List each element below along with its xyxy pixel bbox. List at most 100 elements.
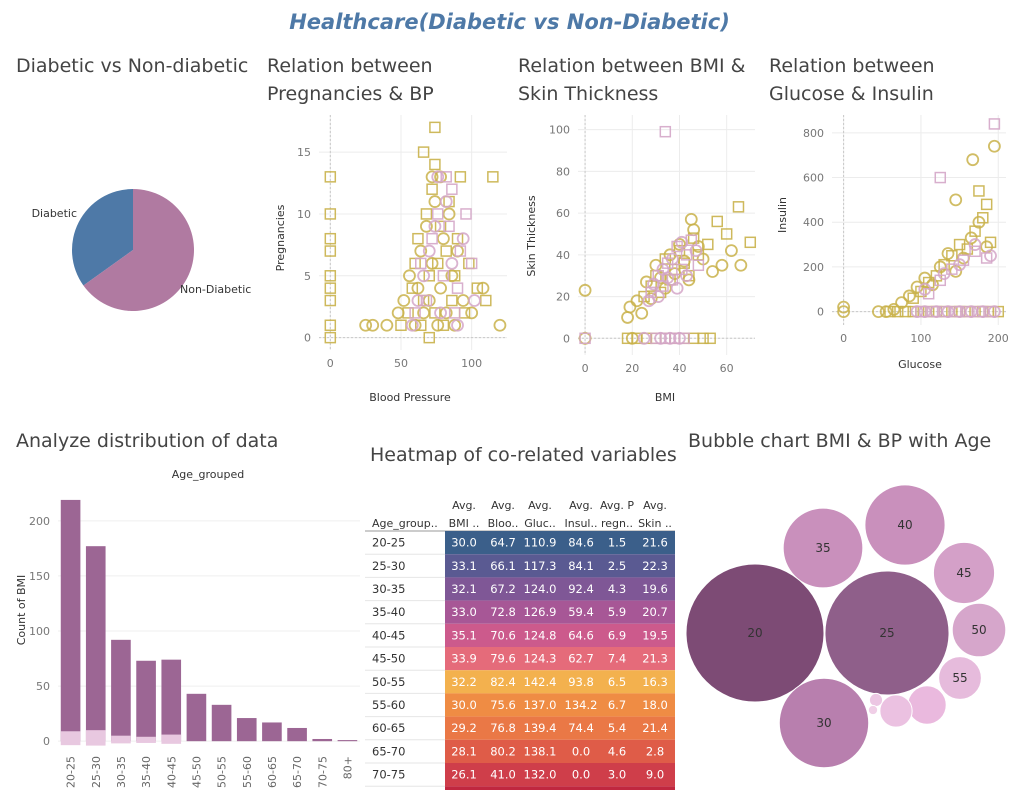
heatmap-cell: 72.8 [490,605,516,619]
scatter-point [403,269,416,283]
y-tick-label: 200 [803,261,824,274]
x-tick-label: 50-55 [216,756,229,788]
heatmap-cell: 9.0 [646,768,664,782]
scatter-point [984,249,997,263]
scatter-point [949,193,963,207]
x-tick-label: 30-35 [115,756,128,788]
heatmap-cell: 62.7 [568,652,594,666]
heatmap-row-header: Age_group.. [372,517,438,530]
scatter-point [415,319,427,332]
heatmap-row-band [445,647,675,671]
y-tick-label: 150 [29,570,50,583]
heatmap-cell: 1.5 [608,536,626,550]
bar-highlight [161,734,182,744]
pie-slice-diabetic [71,189,133,286]
heatmap-col-header: Bloo.. [488,517,519,530]
scatter-point [411,281,425,295]
y-tick-label: 800 [803,127,824,140]
bmi-skin-ylabel: Skin Thickness [525,195,538,277]
scatter-point [680,269,693,283]
scatter-point [425,257,439,270]
heatmap-body: 20-25 30.0 64.7 110.9 84.6 1.5 21.6 25-30 33.1 66… [365,530,675,790]
scatter-point [692,259,705,272]
x-tick-label: 40 [672,362,686,375]
heatmap-cell: 138.1 [524,744,557,758]
heatmap-cell: 132.0 [524,768,557,782]
x-tick-label: 35-40 [140,756,153,788]
glu-ins-title-line2: Glucose & Insulin [769,83,934,105]
scatter-point [663,331,677,345]
scatter-point [428,195,442,208]
scatter-point [454,245,467,257]
x-tick-label: 0 [327,357,334,370]
y-tick-label: 100 [549,124,570,137]
dashboard-title: Healthcare(Diabetic vs Non-Diabetic) [289,10,730,34]
heatmap-cell: 117.3 [524,559,557,573]
scatter-point [659,125,672,138]
heatmap-row-band [445,670,675,694]
heatmap-cell: 30.0 [451,536,477,550]
scatter-point [623,300,637,314]
heatmap-cell: 66.1 [490,559,516,573]
scatter-point [324,270,337,282]
scatter-point [968,238,982,251]
scatter-point [744,236,757,249]
scatter-point [463,257,475,270]
heatmap-cell: 64.7 [490,536,516,550]
y-tick-label: 0 [304,332,311,345]
heatmap-col-header: Skin .. [638,517,672,530]
scatter-point [426,183,438,195]
bar-highlight [85,730,106,746]
glu-ins-title-line1: Relation between [769,55,935,77]
scatter-point [412,232,424,245]
scatter-point [953,258,967,272]
scatter-point [468,294,481,307]
scatter-point [451,232,464,245]
heatmap-cell: 126.9 [524,605,557,619]
bmi-skin-panel-title: Relation between BMI & Skin Thickness [518,52,745,108]
heatmap-cell: 33.0 [451,605,477,619]
scatter-point [987,305,1001,318]
y-tick-label: 50 [36,680,50,693]
heatmap-row-band [445,600,675,624]
scatter-point [704,332,716,345]
scatter-point [837,305,850,318]
scatter-point [872,305,885,318]
scatter-point [578,283,592,297]
heatmap-cell: 93.8 [568,675,594,689]
scatter-point [987,139,1001,153]
heatmap-cell: 92.4 [568,582,594,596]
scatter-point [837,300,850,314]
scatter-point [678,332,690,345]
scatter-point [429,158,441,171]
bar-highlight [60,731,81,746]
scatter-point [434,220,447,233]
heatmap-row-label: 65-70 [372,744,405,758]
scatter-point [988,118,1001,130]
scatter-point [420,294,433,307]
heatmap-cell: 21.4 [642,721,668,735]
scatter-point [670,281,684,295]
heatmap-cell: 20.7 [642,605,668,619]
heatmap-cell: 18.0 [642,698,668,712]
x-tick-label: 0 [840,332,847,345]
x-tick-label: 100 [910,332,931,345]
heatmap-cell: 75.6 [490,698,516,712]
bar [236,718,257,742]
scatter-point [423,270,436,282]
x-tick-label: 200 [988,332,1009,345]
pie-label-diabetic: Diabetic [32,207,77,220]
y-tick-label: 0 [817,306,824,319]
heatmap-col-header: Avg. [643,499,667,512]
y-tick-label: 400 [803,216,824,229]
scatter-point [429,121,441,134]
scatter-point [579,332,591,345]
heatmap-cell: 30.0 [451,698,477,712]
scatter-point [420,219,433,233]
bubble-label: 25 [879,626,894,640]
scatter-point [697,332,709,345]
scatter-point [972,215,986,229]
x-tick-label: 40-45 [165,756,178,788]
bubble [868,692,884,708]
scatter-point [456,294,470,307]
